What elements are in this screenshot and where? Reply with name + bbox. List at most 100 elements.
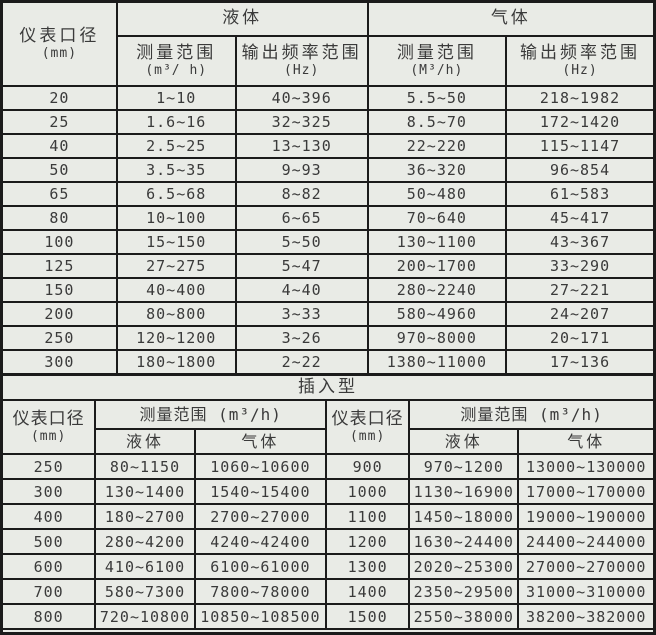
table-cell: 1300 <box>325 553 411 580</box>
table-cell: 120~1200 <box>115 325 237 351</box>
table-cell: 1540~15400 <box>193 478 328 505</box>
table-cell: 300 <box>3 478 97 505</box>
table-row: 125 27~275 5~47 200~1700 33~290 <box>3 253 653 279</box>
gas-subheader-right: 气体 <box>517 428 653 455</box>
table-cell: 5~50 <box>234 229 369 255</box>
table-cell: 43~367 <box>505 229 653 255</box>
table-cell: 27~275 <box>115 253 237 279</box>
table-cell: 13000~130000 <box>517 454 653 480</box>
table-cell: 36~320 <box>366 157 508 183</box>
table-cell: 20~171 <box>505 325 653 351</box>
table-cell: 1400 <box>325 578 411 605</box>
table-cell: 24400~244000 <box>517 528 653 555</box>
table-row: 150 40~400 4~40 280~2240 27~221 <box>3 277 653 303</box>
diameter-header-label: 仪表口径 <box>12 409 85 430</box>
table-cell: 970~1200 <box>408 454 520 480</box>
table-cell: 218~1982 <box>505 86 653 111</box>
table-cell: 38200~382000 <box>517 603 653 630</box>
diameter-header-label: 仪表口径 <box>331 409 404 430</box>
table-cell: 300 <box>3 349 118 375</box>
table-row: 40 2.5~25 13~130 22~220 115~1147 <box>3 133 653 159</box>
gas-freq-label: 输出频率范围 <box>520 43 641 64</box>
table-cell: 17000~170000 <box>517 478 653 505</box>
insert-type-spec-table: 仪表口径 (mm) 测量范围 (m³/h) 仪表口径 (mm) 测量范围 (m³… <box>3 401 653 630</box>
table-cell: 96~854 <box>505 157 653 183</box>
insert-type-title: 插入型 <box>298 376 358 397</box>
table-row: 200 80~800 3~33 580~4960 24~207 <box>3 301 653 327</box>
table-cell: 280~2240 <box>366 277 508 303</box>
table-cell: 22~220 <box>366 133 508 159</box>
gas-section-header: 气体 <box>366 3 653 37</box>
table-cell: 1450~18000 <box>408 503 520 530</box>
diameter-header-label: 仪表口径 <box>19 26 100 47</box>
table-cell: 180~1800 <box>115 349 237 375</box>
flange-type-spec-table: 仪表口径 (mm) 液体 气体 测量范围 (m³/ h) 输出频率范围 (Hz)… <box>3 3 653 375</box>
table-cell: 580~4960 <box>366 301 508 327</box>
gas-freq-header-cell: 输出频率范围 (Hz) <box>505 35 653 87</box>
table-cell: 130~1100 <box>366 229 508 255</box>
table-cell: 250 <box>3 454 97 480</box>
table-cell: 15~150 <box>115 229 237 255</box>
table-cell: 150 <box>3 277 118 303</box>
table-row: 700 580~7300 7800~78000 1400 2350~29500 31000… <box>3 578 653 605</box>
table-cell: 3~26 <box>234 325 369 351</box>
table-cell: 6~65 <box>234 205 369 231</box>
table-cell: 24~207 <box>505 301 653 327</box>
table-cell: 13~130 <box>234 133 369 159</box>
liquid-freq-unit: (Hz) <box>284 63 320 79</box>
table-row: 500 280~4200 4240~42400 1200 1630~24400 24400… <box>3 528 653 555</box>
table-cell: 27~221 <box>505 277 653 303</box>
table-cell: 45~417 <box>505 205 653 231</box>
table-cell: 400 <box>3 503 97 530</box>
table-cell: 130~1400 <box>94 478 196 505</box>
table-cell: 172~1420 <box>505 109 653 135</box>
gas-measure-unit: (M³/h) <box>410 63 464 79</box>
table-cell: 1060~10600 <box>193 454 328 480</box>
liquid-freq-header-cell: 输出频率范围 (Hz) <box>234 35 369 87</box>
measure-header-right: 测量范围 (m³/h) <box>408 401 653 430</box>
table-cell: 900 <box>325 454 411 480</box>
table-cell: 50 <box>3 157 118 183</box>
table-cell: 8.5~70 <box>366 109 508 135</box>
table-cell: 4240~42400 <box>193 528 328 555</box>
table-cell: 700 <box>3 578 97 605</box>
diameter-unit-label: (mm) <box>349 429 386 445</box>
table-cell: 2550~38000 <box>408 603 520 630</box>
table-cell: 40~396 <box>234 86 369 111</box>
table-cell: 6.5~68 <box>115 181 237 207</box>
insert-type-section-header: 插入型 <box>3 375 653 401</box>
table-cell: 115~1147 <box>505 133 653 159</box>
table-cell: 7800~78000 <box>193 578 328 605</box>
gas-subheader-left: 气体 <box>193 428 328 455</box>
diameter-unit-label: (mm) <box>30 429 67 445</box>
table-cell: 17~136 <box>505 349 653 375</box>
table-row: 20 1~10 40~396 5.5~50 218~1982 <box>3 86 653 111</box>
table-cell: 1100 <box>325 503 411 530</box>
table-cell: 80~800 <box>115 301 237 327</box>
table-cell: 31000~310000 <box>517 578 653 605</box>
liquid-measure-unit: (m³/ h) <box>145 63 208 79</box>
table-cell: 61~583 <box>505 181 653 207</box>
table-cell: 1380~11000 <box>366 349 508 375</box>
measure-header-left: 测量范围 (m³/h) <box>94 401 328 430</box>
table-cell: 2020~25300 <box>408 553 520 580</box>
table-cell: 280~4200 <box>94 528 196 555</box>
liquid-measure-header-cell: 测量范围 (m³/ h) <box>116 35 237 87</box>
table-cell: 580~7300 <box>94 578 196 605</box>
table-cell: 1630~24400 <box>408 528 520 555</box>
table-cell: 1200 <box>325 528 411 555</box>
table-cell: 250 <box>3 325 118 351</box>
table-cell: 33~290 <box>505 253 653 279</box>
table-cell: 1.6~16 <box>115 109 237 135</box>
table-cell: 40~400 <box>115 277 237 303</box>
table-cell: 2.5~25 <box>115 133 237 159</box>
liquid-measure-label: 测量范围 <box>136 43 217 64</box>
table-cell: 800 <box>3 603 97 630</box>
table-cell: 180~2700 <box>94 503 196 530</box>
table-cell: 1130~16900 <box>408 478 520 505</box>
table-row: 250 120~1200 3~26 970~8000 20~171 <box>3 325 653 351</box>
table-cell: 65 <box>3 181 118 207</box>
table-cell: 3.5~35 <box>115 157 237 183</box>
table-cell: 25 <box>3 109 118 135</box>
table-cell: 10~100 <box>115 205 237 231</box>
